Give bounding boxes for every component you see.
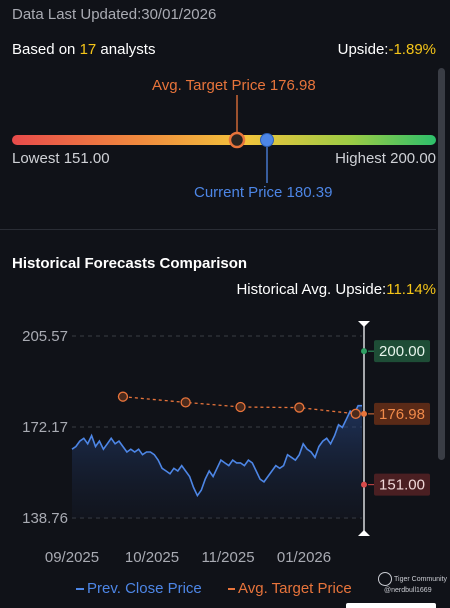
gauge-markers [236,95,268,183]
tiger-logo-icon [378,572,392,586]
range-marker-dot [361,481,367,488]
legend-avg-target: Avg. Target Price [228,580,352,597]
analysts-prefix: Based on [12,41,80,58]
lowest-label: Lowest 151.00 [12,150,110,167]
price-range-gauge [12,135,436,145]
x-tick-label: 11/2025 [201,549,254,566]
price-area [72,405,362,518]
x-tick-label: 10/2025 [125,549,179,566]
section-divider [0,229,436,230]
watermark-brand: Tiger Community [394,575,448,583]
gauge-handles [228,131,274,149]
legend-prev-close: Prev. Close Price [76,580,202,597]
legend-avg-target-swatch [228,588,235,591]
y-tick-label: 138.76 [22,510,68,527]
analysts-suffix: analysts [96,41,156,58]
watermark-user: @nerdbull1669 [384,587,432,594]
historical-upside-value: 11.14% [386,281,436,298]
historical-title: Historical Forecasts Comparison [12,255,248,272]
range-marker-tag [374,473,430,496]
scrollbar-thumb[interactable] [438,68,445,460]
range-marker-label: 151.00 [379,477,425,494]
range-bottom-arrow [358,530,370,536]
range-marker-dot [361,410,367,417]
legend-avg-target-label: Avg. Target Price [238,580,352,597]
y-tick-label: 172.17 [22,419,68,436]
avg-target-label: Avg. Target Price 176.98 [152,77,316,94]
avg-target-point [180,397,191,408]
avg-target-point [117,391,129,402]
avg-target-point [235,401,246,413]
avg-target-handle [228,131,246,149]
upside-text: Upside:-1.89% [338,41,436,58]
analysts-count-text: Based on 17 analysts [12,41,155,58]
legend-prev-close-label: Prev. Close Price [87,580,202,597]
upside-value: -1.89% [388,41,436,58]
x-tick-label: 09/2025 [45,549,99,566]
avg-target-point [294,402,305,413]
historical-upside-text: Historical Avg. Upside:11.14% [236,281,436,298]
prev-close-line [71,404,362,498]
highest-label: Highest 200.00 [335,150,436,167]
current-price-handle [260,133,274,147]
bottom-edge-bar [346,603,436,608]
range-marker-label: 200.00 [379,343,425,360]
data-updated-text: Data Last Updated:30/01/2026 [12,6,217,23]
range-top-arrow [358,321,370,327]
historical-forecast-chart[interactable]: 205.57 172.17 138.76 09/2025 10/2025 11/2025 0… [0,310,440,575]
historical-upside-label: Historical Avg. Upside: [236,281,387,298]
range-marker-label: 176.98 [379,406,425,423]
range-marker-dot [361,348,367,355]
y-tick-label: 205.57 [22,328,68,345]
watermark: Tiger Community @nerdbull1669 [378,572,447,595]
avg-target-point [350,408,361,419]
range-marker-tag [374,340,430,363]
upside-label: Upside: [337,41,389,58]
analysts-count: 17 [79,41,97,58]
x-tick-label: 01/2026 [277,549,331,566]
range-marker-tag [374,402,430,425]
legend-prev-close-swatch [76,588,84,591]
current-price-label: Current Price 180.39 [194,184,333,201]
